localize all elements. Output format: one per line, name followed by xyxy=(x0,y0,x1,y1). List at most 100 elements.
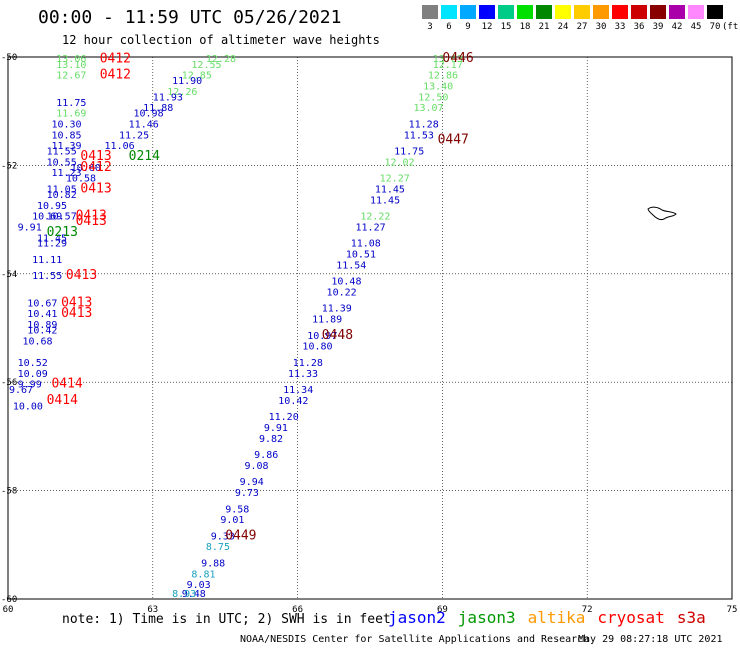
island-outline xyxy=(647,206,677,221)
wave-height-value: 8.81 xyxy=(191,569,215,580)
legend-unit: (ft) xyxy=(722,22,740,32)
legend-swatch xyxy=(707,5,723,19)
wave-height-value: 11.28 xyxy=(293,358,323,369)
wave-height-value: 11.23 xyxy=(51,168,81,179)
wave-height-value: 11.89 xyxy=(312,315,342,326)
legend-value: 36 xyxy=(633,22,645,32)
wave-height-value: 12.27 xyxy=(380,174,410,185)
wave-height-value: 12.22 xyxy=(360,212,390,223)
wave-height-value: 11.20 xyxy=(269,412,299,423)
satellite-cryosat: cryosat xyxy=(597,608,665,627)
satellite-jason3: jason3 xyxy=(457,608,516,627)
legend-swatch xyxy=(688,5,704,19)
wave-height-value: 10.42 xyxy=(27,325,57,336)
wave-height-value: 10.80 xyxy=(302,342,332,353)
wave-height-value: 13.06 xyxy=(56,54,86,65)
satellite-legend: jason2 jason3 altika cryosat s3a xyxy=(388,608,718,627)
lat-tick-label: -52 xyxy=(1,161,17,171)
wave-height-value: 10.98 xyxy=(133,109,163,120)
wave-height-value: 11.75 xyxy=(394,147,424,158)
lon-tick-label: 63 xyxy=(147,605,158,615)
wave-height-value: 9.48 xyxy=(182,589,206,600)
legend-value: 27 xyxy=(576,22,588,32)
wave-height-value: 12.02 xyxy=(384,157,414,168)
wave-height-value: 11.39 xyxy=(51,141,81,152)
wave-height-value: 10.97 xyxy=(307,331,337,342)
wave-height-value: 10.58 xyxy=(66,174,96,185)
wave-height-value: 10.85 xyxy=(51,130,81,141)
map-grid xyxy=(8,57,732,599)
satellite-jason2: jason2 xyxy=(388,608,446,627)
lon-tick-label: 60 xyxy=(3,605,14,615)
pass-time-label: 0412 xyxy=(100,68,131,83)
lon-tick-label: 69 xyxy=(437,605,448,615)
lat-tick-label: -60 xyxy=(1,595,17,605)
legend-value: 3 xyxy=(427,22,433,32)
pass-time-label: 0414 xyxy=(51,377,82,392)
legend-swatch xyxy=(422,5,438,19)
wave-height-value: 10.51 xyxy=(346,250,376,261)
wave-height-value: 11.53 xyxy=(404,130,434,141)
wave-height-value: 10.30 xyxy=(51,119,81,130)
wave-height-value: 12.86 xyxy=(428,71,458,82)
legend-swatch xyxy=(650,5,666,19)
wave-height-value: 9.99 xyxy=(18,380,42,391)
wave-height-value: 10.60 xyxy=(71,163,101,174)
wave-height-value: 10.95 xyxy=(37,201,67,212)
legend-value: 24 xyxy=(557,22,569,32)
wave-height-value: 10.00 xyxy=(13,401,43,412)
wave-height-value: 11.55 xyxy=(47,147,77,158)
legend-swatch xyxy=(574,5,590,19)
pass-time-label: 0413 xyxy=(66,268,97,283)
legend-value: 12 xyxy=(481,22,493,32)
lat-tick-label: -50 xyxy=(1,53,17,63)
legend-swatch xyxy=(555,5,571,19)
pass-time-label: 0413 xyxy=(80,182,111,197)
credit-line: NOAA/NESDIS Center for Satellite Applica… xyxy=(240,634,590,645)
wave-height-value: 10.55 xyxy=(47,157,77,168)
legend-swatch xyxy=(669,5,685,19)
wave-height-value: 9.82 xyxy=(259,434,283,445)
map-frame xyxy=(7,56,733,600)
wave-height-value: 10.82 xyxy=(47,190,77,201)
wave-height-observations: 13.6312.1712.8613.4012.5013.0711.2811.53… xyxy=(9,54,463,600)
pass-time-label: 0447 xyxy=(438,133,469,148)
pass-time-label: 0413 xyxy=(80,149,111,164)
wave-height-value: 11.28 xyxy=(409,119,439,130)
wave-height-value: 11.45 xyxy=(370,195,400,206)
pass-time-label: 0413 xyxy=(76,214,107,229)
wave-height-value: 10.68 xyxy=(22,336,52,347)
satellite-altika: altika xyxy=(527,608,586,627)
wave-height-value: 9.08 xyxy=(245,461,269,472)
wave-height-value: 12.50 xyxy=(418,92,448,103)
legend-value: 39 xyxy=(652,22,664,32)
legend-value: 30 xyxy=(595,22,607,32)
satellite-s3a: s3a xyxy=(676,608,706,627)
wave-height-value: 11.05 xyxy=(47,185,77,196)
wave-height-value: 11.27 xyxy=(356,222,386,233)
wave-height-value: 9.86 xyxy=(254,450,278,461)
legend-value: 21 xyxy=(538,22,550,32)
wave-height-value: 11.29 xyxy=(37,239,67,250)
wave-height-value: 11.34 xyxy=(283,385,313,396)
wave-height-value: 11.54 xyxy=(336,260,366,271)
lat-tick-label: -56 xyxy=(1,378,17,388)
wave-height-value: 10.41 xyxy=(27,309,57,320)
wave-height-value: 9.67 xyxy=(9,385,33,396)
wave-height-value: 10.89 xyxy=(27,320,57,331)
wave-height-value: 12.55 xyxy=(191,60,221,71)
wave-height-value: 11.45 xyxy=(37,233,67,244)
wave-height-value: 9.33 xyxy=(211,531,235,542)
wave-height-value: 11.69 xyxy=(56,109,86,120)
legend-swatch xyxy=(517,5,533,19)
pass-time-label: 0412 xyxy=(100,51,131,66)
lat-tick-label: -58 xyxy=(1,487,17,497)
lon-tick-label: 75 xyxy=(727,605,738,615)
wave-height-value: 11.88 xyxy=(143,103,173,114)
pass-time-label: 0449 xyxy=(225,528,256,543)
legend-swatch xyxy=(498,5,514,19)
wave-height-value: 10.42 xyxy=(278,396,308,407)
legend-value: 9 xyxy=(465,22,471,32)
wave-height-value: 10.09 xyxy=(18,369,48,380)
